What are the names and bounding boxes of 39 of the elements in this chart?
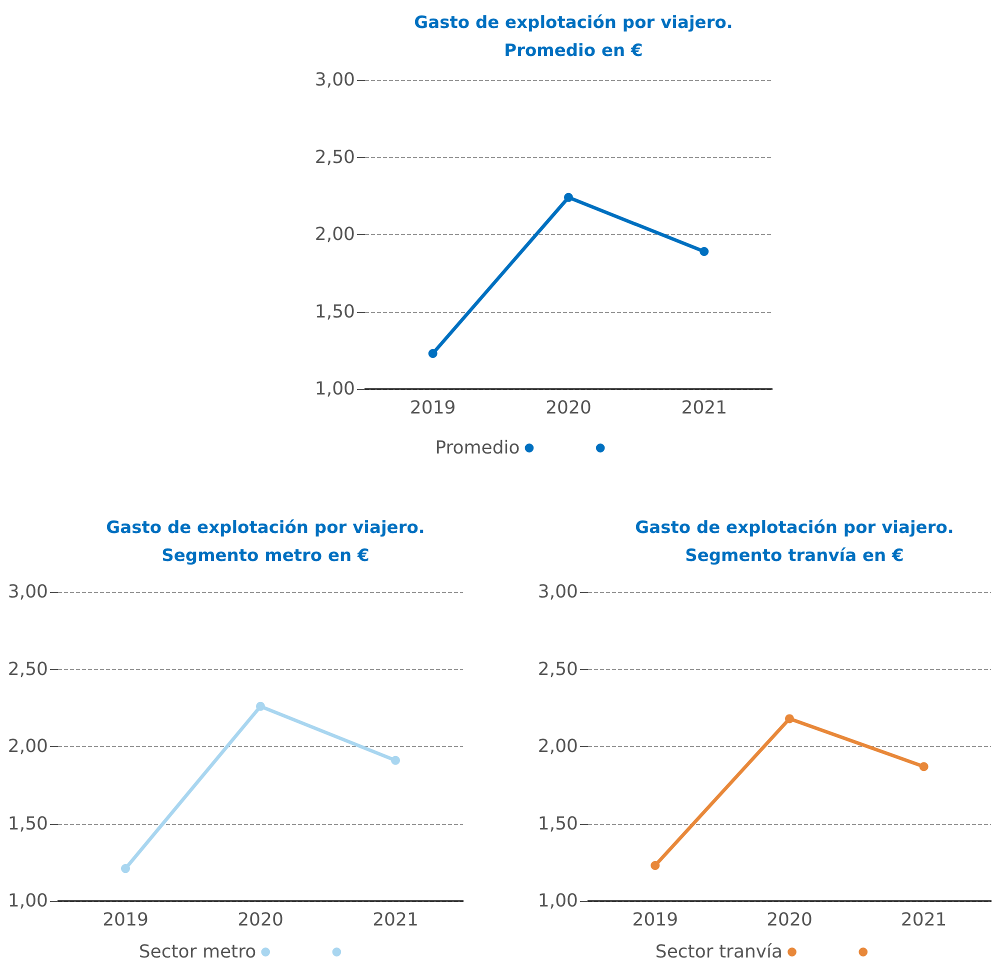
y-tick-label: 1,00 (8, 890, 48, 912)
y-tick-label: 1,50 (538, 813, 578, 834)
point (121, 864, 130, 874)
point (391, 756, 400, 765)
y-tick-label: 1,50 (314, 301, 355, 322)
point (564, 192, 573, 202)
point (428, 348, 438, 358)
x-tick-label: 2019 (632, 910, 678, 930)
chart-title: Gasto de explotación por viajero. Segmento metro en € (106, 518, 425, 566)
point (256, 702, 265, 711)
point (650, 860, 660, 870)
x-tick-label: 2020 (546, 398, 592, 418)
x-tick-label: 2020 (766, 910, 812, 930)
x-tick-label: 2020 (238, 910, 284, 930)
x-tick-label: 2021 (372, 910, 418, 930)
y-tick-label: 3,00 (314, 70, 355, 90)
legend-label: Sector metro (138, 942, 256, 962)
x-tick-label: 2019 (410, 398, 456, 418)
y-tick-label: 1,50 (8, 813, 48, 834)
y-tick-label: 1,00 (314, 378, 355, 400)
point (700, 246, 709, 256)
y-tick-label: 2,00 (8, 736, 48, 757)
y-tick-label: 3,00 (8, 582, 48, 602)
point (785, 714, 794, 724)
y-tick-label: 2,50 (314, 146, 355, 168)
y-tick-label: 1,00 (538, 890, 578, 912)
chart-title: Gasto de explotación por viajero. Promedio en € (414, 13, 733, 61)
legend-label: Sector tranvía (655, 942, 783, 962)
legend-label: Promedio (435, 438, 520, 458)
y-tick-label: 2,50 (538, 658, 578, 680)
y-tick-label: 2,50 (8, 658, 48, 680)
x-tick-label: 2019 (102, 910, 148, 930)
y-tick-label: 3,00 (538, 582, 578, 602)
y-tick-label: 2,00 (538, 736, 578, 757)
point (919, 762, 928, 772)
chart-title: Gasto de explotación por viajero. Segmento tranvía en € (635, 518, 954, 566)
x-tick-label: 2021 (900, 910, 947, 930)
x-tick-label: 2021 (681, 398, 728, 418)
y-tick-label: 2,00 (314, 224, 355, 245)
